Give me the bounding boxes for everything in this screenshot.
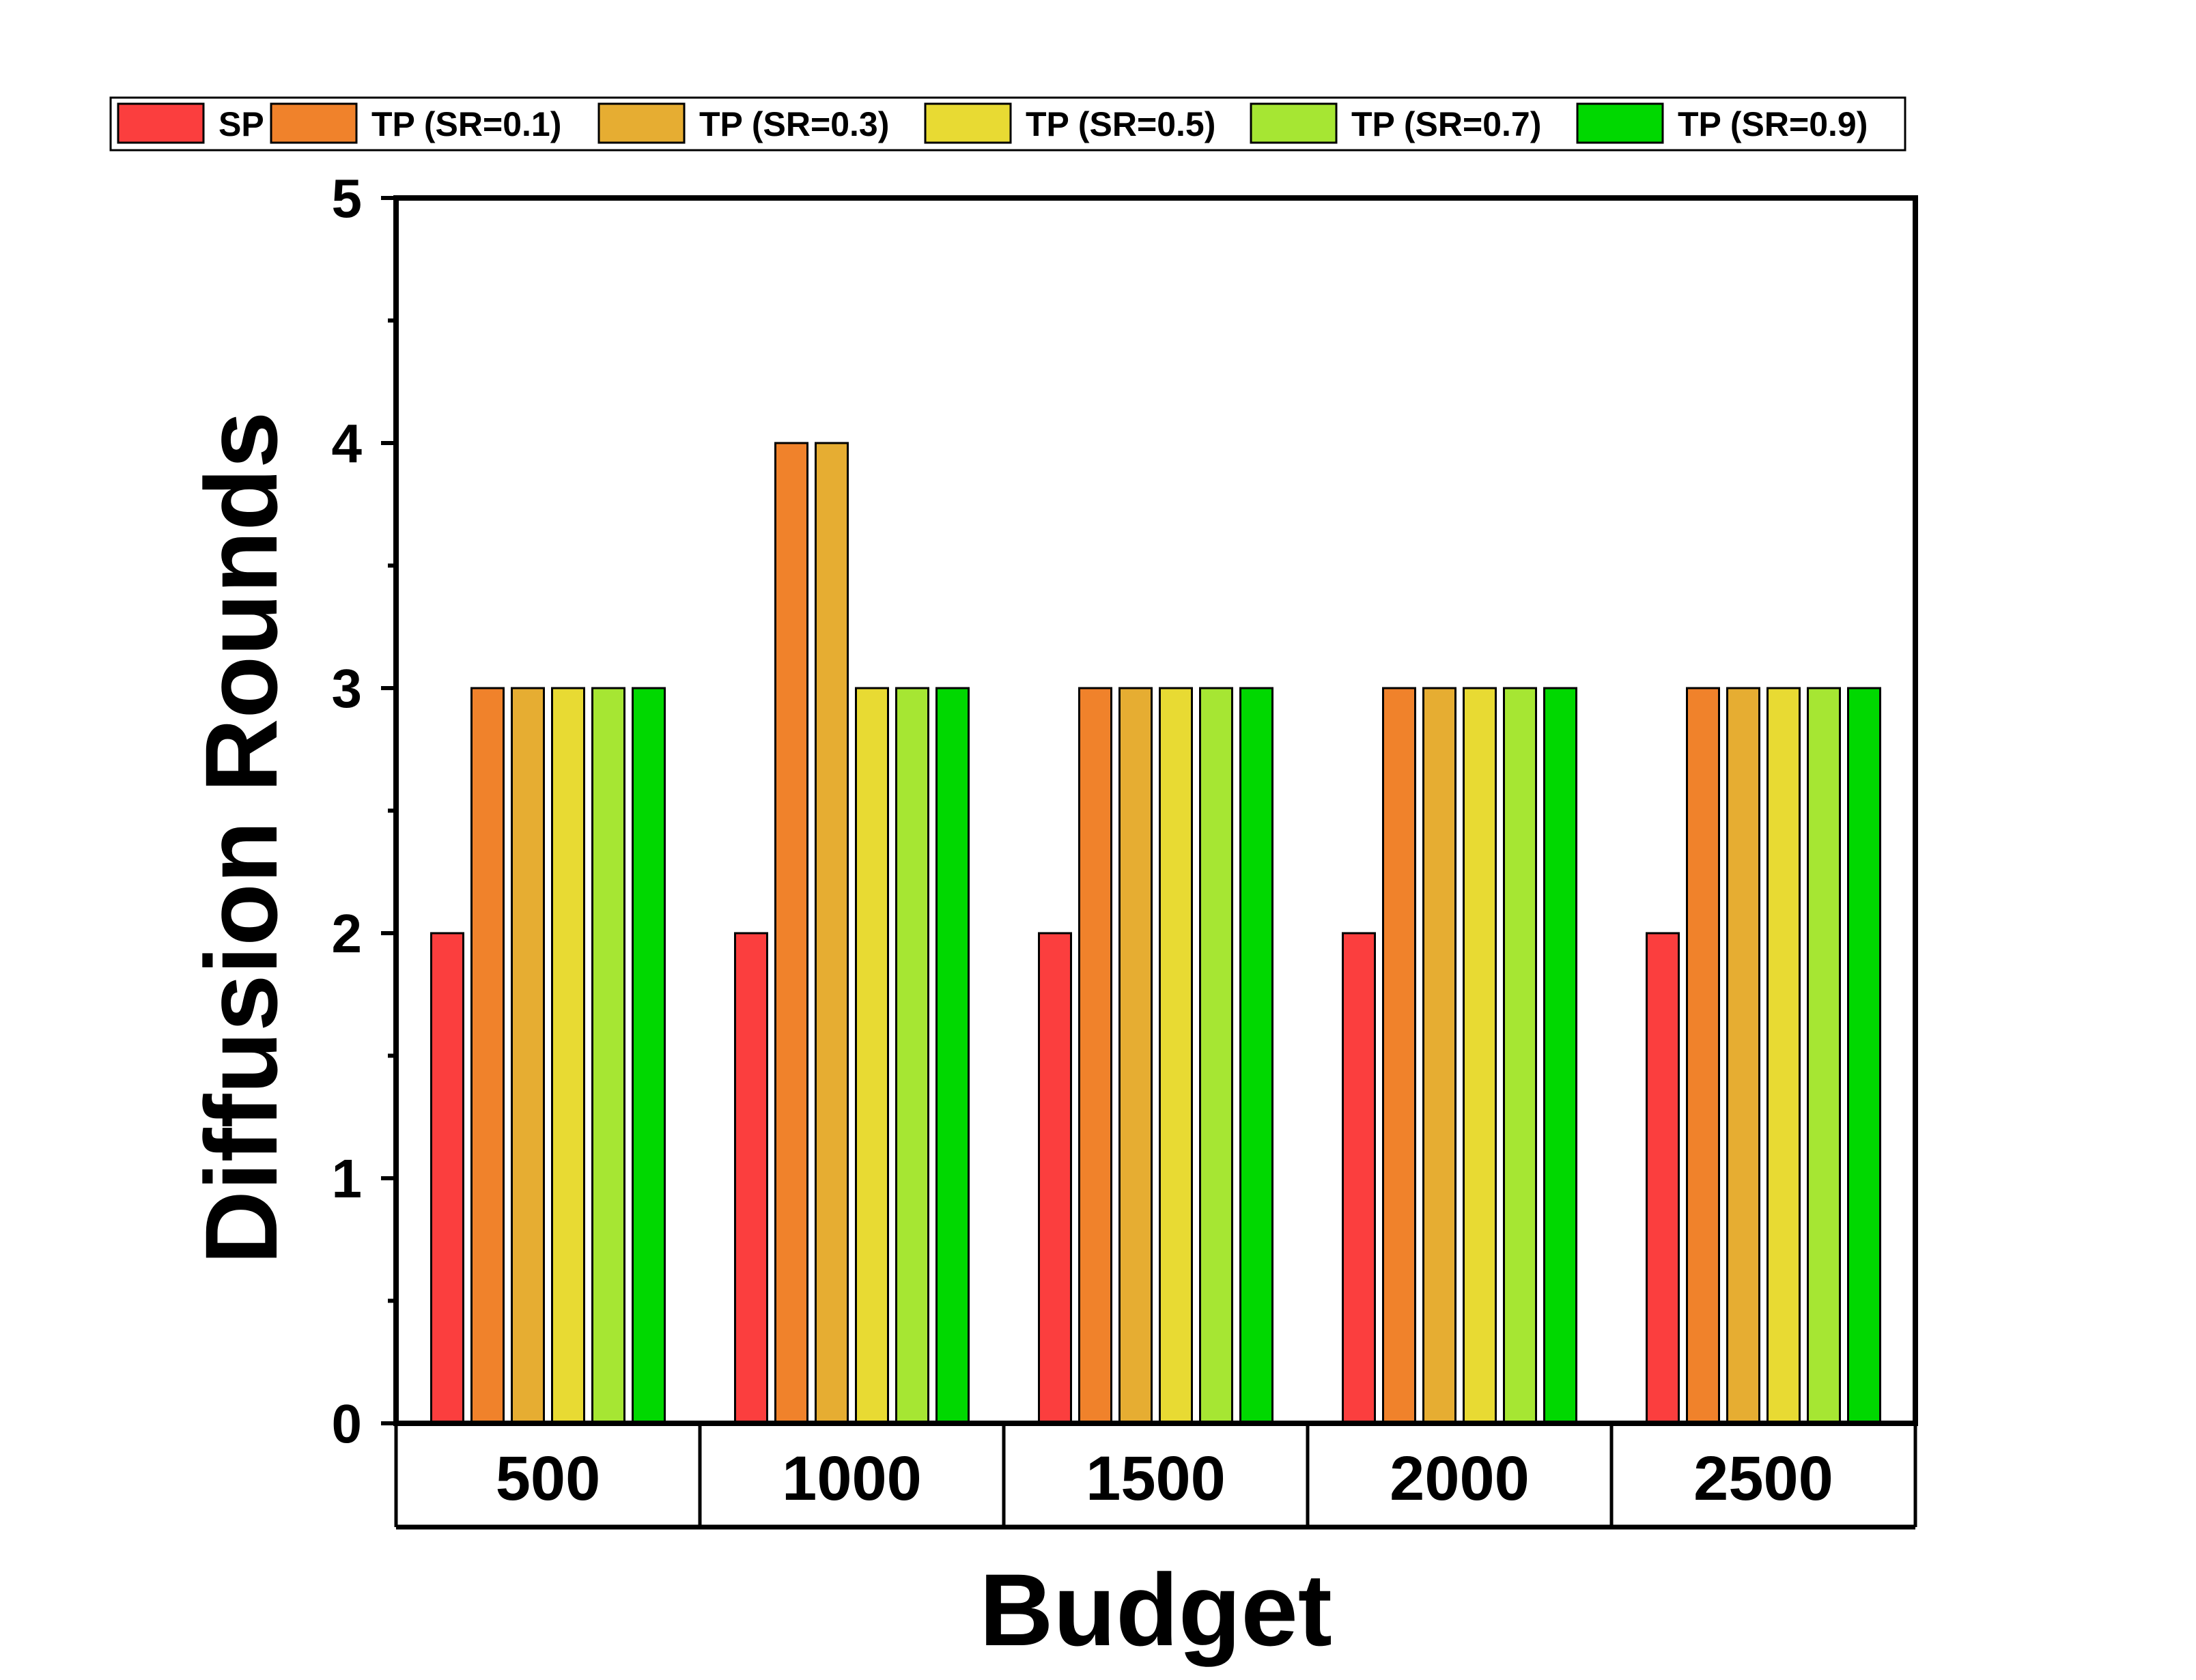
- bar-1000-series-4: [895, 687, 929, 1425]
- bar-2000-series-3: [1463, 687, 1497, 1425]
- x-axis-title: Budget: [979, 1552, 1332, 1667]
- y-tick-label: 5: [332, 168, 363, 229]
- bar-2500-series-2: [1726, 687, 1760, 1425]
- bar-1500-series-5: [1239, 687, 1273, 1425]
- legend-label-3: TP (SR=0.5): [1026, 105, 1215, 143]
- legend-swatch-0: [117, 102, 205, 144]
- legend-swatch-4: [1250, 102, 1338, 144]
- legend-label-1: TP (SR=0.1): [371, 105, 561, 143]
- bar-2000-series-1: [1382, 687, 1416, 1425]
- legend-label-4: TP (SR=0.7): [1351, 105, 1541, 143]
- y-tick-label: 2: [332, 903, 363, 964]
- bar-2000-series-5: [1543, 687, 1577, 1425]
- x-category-label: 500: [496, 1444, 601, 1513]
- x-category-label: 1000: [782, 1444, 922, 1513]
- bar-2500-series-5: [1847, 687, 1881, 1425]
- y-tick-label: 4: [332, 413, 363, 474]
- bar-1000-series-5: [935, 687, 970, 1425]
- bar-1000-series-2: [815, 442, 849, 1425]
- bars-group: [430, 442, 1881, 1425]
- x-category-label: 1500: [1086, 1444, 1226, 1513]
- legend-swatch-5: [1576, 102, 1664, 144]
- bar-500-series-0: [430, 932, 464, 1425]
- legend-label-0: SP: [219, 105, 264, 143]
- legend-swatch-3: [924, 102, 1012, 144]
- legend-label-5: TP (SR=0.9): [1678, 105, 1868, 143]
- x-category-label: 2500: [1693, 1444, 1833, 1513]
- legend: SP TP (SR=0.1) TP (SR=0.3) TP (SR=0.5) TP (S…: [109, 96, 1906, 152]
- bar-500-series-3: [551, 687, 585, 1425]
- y-axis-title: Diffusion Rounds: [184, 412, 298, 1265]
- bar-1000-series-1: [774, 442, 808, 1425]
- bar-500-series-4: [591, 687, 625, 1425]
- bar-2500-series-1: [1686, 687, 1720, 1425]
- bar-2000-series-0: [1342, 932, 1376, 1425]
- bar-2500-series-4: [1807, 687, 1841, 1425]
- bar-500-series-5: [632, 687, 666, 1425]
- bar-1000-series-3: [855, 687, 889, 1425]
- bar-1500-series-0: [1038, 932, 1072, 1425]
- legend-swatch-1: [270, 102, 358, 144]
- legend-swatch-2: [597, 102, 686, 144]
- bar-1000-series-0: [734, 932, 768, 1425]
- y-axis: 0 1 2 3 4 5: [332, 168, 396, 1454]
- bar-2000-series-2: [1422, 687, 1456, 1425]
- bar-500-series-1: [470, 687, 505, 1425]
- y-tick-label: 0: [332, 1393, 363, 1454]
- legend-label-2: TP (SR=0.3): [699, 105, 889, 143]
- y-tick-label: 3: [332, 658, 363, 719]
- bar-2500-series-0: [1646, 932, 1680, 1425]
- x-axis-category-table: 500 1000 1500 2000 2500: [394, 1423, 1917, 1530]
- x-category-label: 2000: [1390, 1444, 1530, 1513]
- bar-1500-series-3: [1159, 687, 1193, 1425]
- bar-2000-series-4: [1503, 687, 1537, 1425]
- bar-2500-series-3: [1766, 687, 1801, 1425]
- bar-1500-series-4: [1199, 687, 1233, 1425]
- bar-1500-series-2: [1118, 687, 1153, 1425]
- bar-1500-series-1: [1078, 687, 1112, 1425]
- y-tick-label: 1: [332, 1148, 363, 1209]
- bar-500-series-2: [511, 687, 545, 1425]
